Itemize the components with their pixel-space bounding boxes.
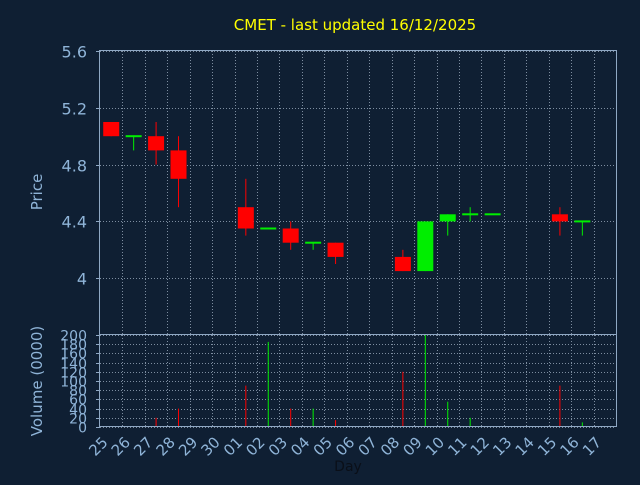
candle-body (574, 220, 591, 223)
price-candle (484, 213, 501, 216)
volume-y-tick-label: 20 (69, 412, 87, 428)
candle-body (462, 213, 479, 216)
chart-title: CMET - last updated 16/12/2025 (234, 16, 476, 34)
price-candles (103, 122, 591, 272)
price-plot-frame (99, 50, 617, 335)
price-candle (439, 214, 456, 236)
volume-y-tick-label: 140 (60, 357, 87, 373)
volume-y-tick-label: 0 (78, 421, 87, 437)
day-x-axis: 2526272829300102030405060708091011121314… (85, 433, 605, 459)
volume-y-tick-label: 160 (60, 347, 87, 363)
volume-y-tick-label: 40 (69, 403, 87, 419)
candle-body (237, 207, 254, 229)
candle-body (551, 214, 568, 222)
price-y-tick-label: 4 (77, 270, 87, 289)
candle-body (394, 256, 411, 272)
candle-body (170, 150, 187, 179)
price-candle (305, 241, 322, 250)
price-candle (148, 122, 165, 165)
volume-bars (155, 335, 583, 427)
candle-body (484, 213, 501, 216)
day-x-tick-label: 17 (579, 433, 605, 459)
price-candle (574, 220, 591, 236)
price-grid (100, 51, 616, 335)
price-candle (125, 135, 142, 151)
price-candle (417, 221, 434, 272)
candle-body (103, 122, 120, 137)
price-y-tick-label: 5.2 (62, 100, 87, 119)
candle-body (125, 135, 142, 138)
price-y-tick-label: 5.6 (62, 43, 87, 62)
volume-grid (100, 335, 616, 428)
price-y-tick-label: 4.8 (62, 157, 87, 176)
price-y-tick-label: 4.4 (62, 213, 87, 232)
price-y-axis: 5.6 5.2 4.8 4.4 4 (62, 43, 100, 289)
candle-body (148, 136, 165, 151)
price-axis-label: Price (28, 174, 46, 211)
volume-y-tick-label: 200 (60, 329, 87, 345)
price-candle (103, 122, 120, 137)
volume-plot-frame (99, 334, 617, 427)
volume-axis-label: Volume (0000) (28, 326, 46, 436)
day-axis-label: Day (334, 459, 362, 475)
volume-y-tick-label: 120 (60, 366, 87, 382)
price-candle (551, 207, 568, 236)
price-candle (282, 221, 299, 250)
price-candle (260, 227, 277, 230)
candle-body (417, 221, 434, 272)
candle-body (439, 214, 456, 222)
candle-body (327, 242, 344, 257)
price-candle (327, 242, 344, 264)
volume-y-tick-label: 180 (60, 338, 87, 354)
price-candle (394, 249, 411, 272)
price-candle (462, 207, 479, 222)
candle-body (260, 227, 277, 230)
volume-y-tick-label: 80 (69, 384, 87, 400)
price-candle (170, 136, 187, 208)
volume-y-tick-label: 100 (60, 375, 87, 391)
price-candle (237, 178, 254, 236)
candle-body (305, 241, 322, 244)
candle-body (282, 228, 299, 243)
volume-y-tick-label: 60 (69, 393, 87, 409)
